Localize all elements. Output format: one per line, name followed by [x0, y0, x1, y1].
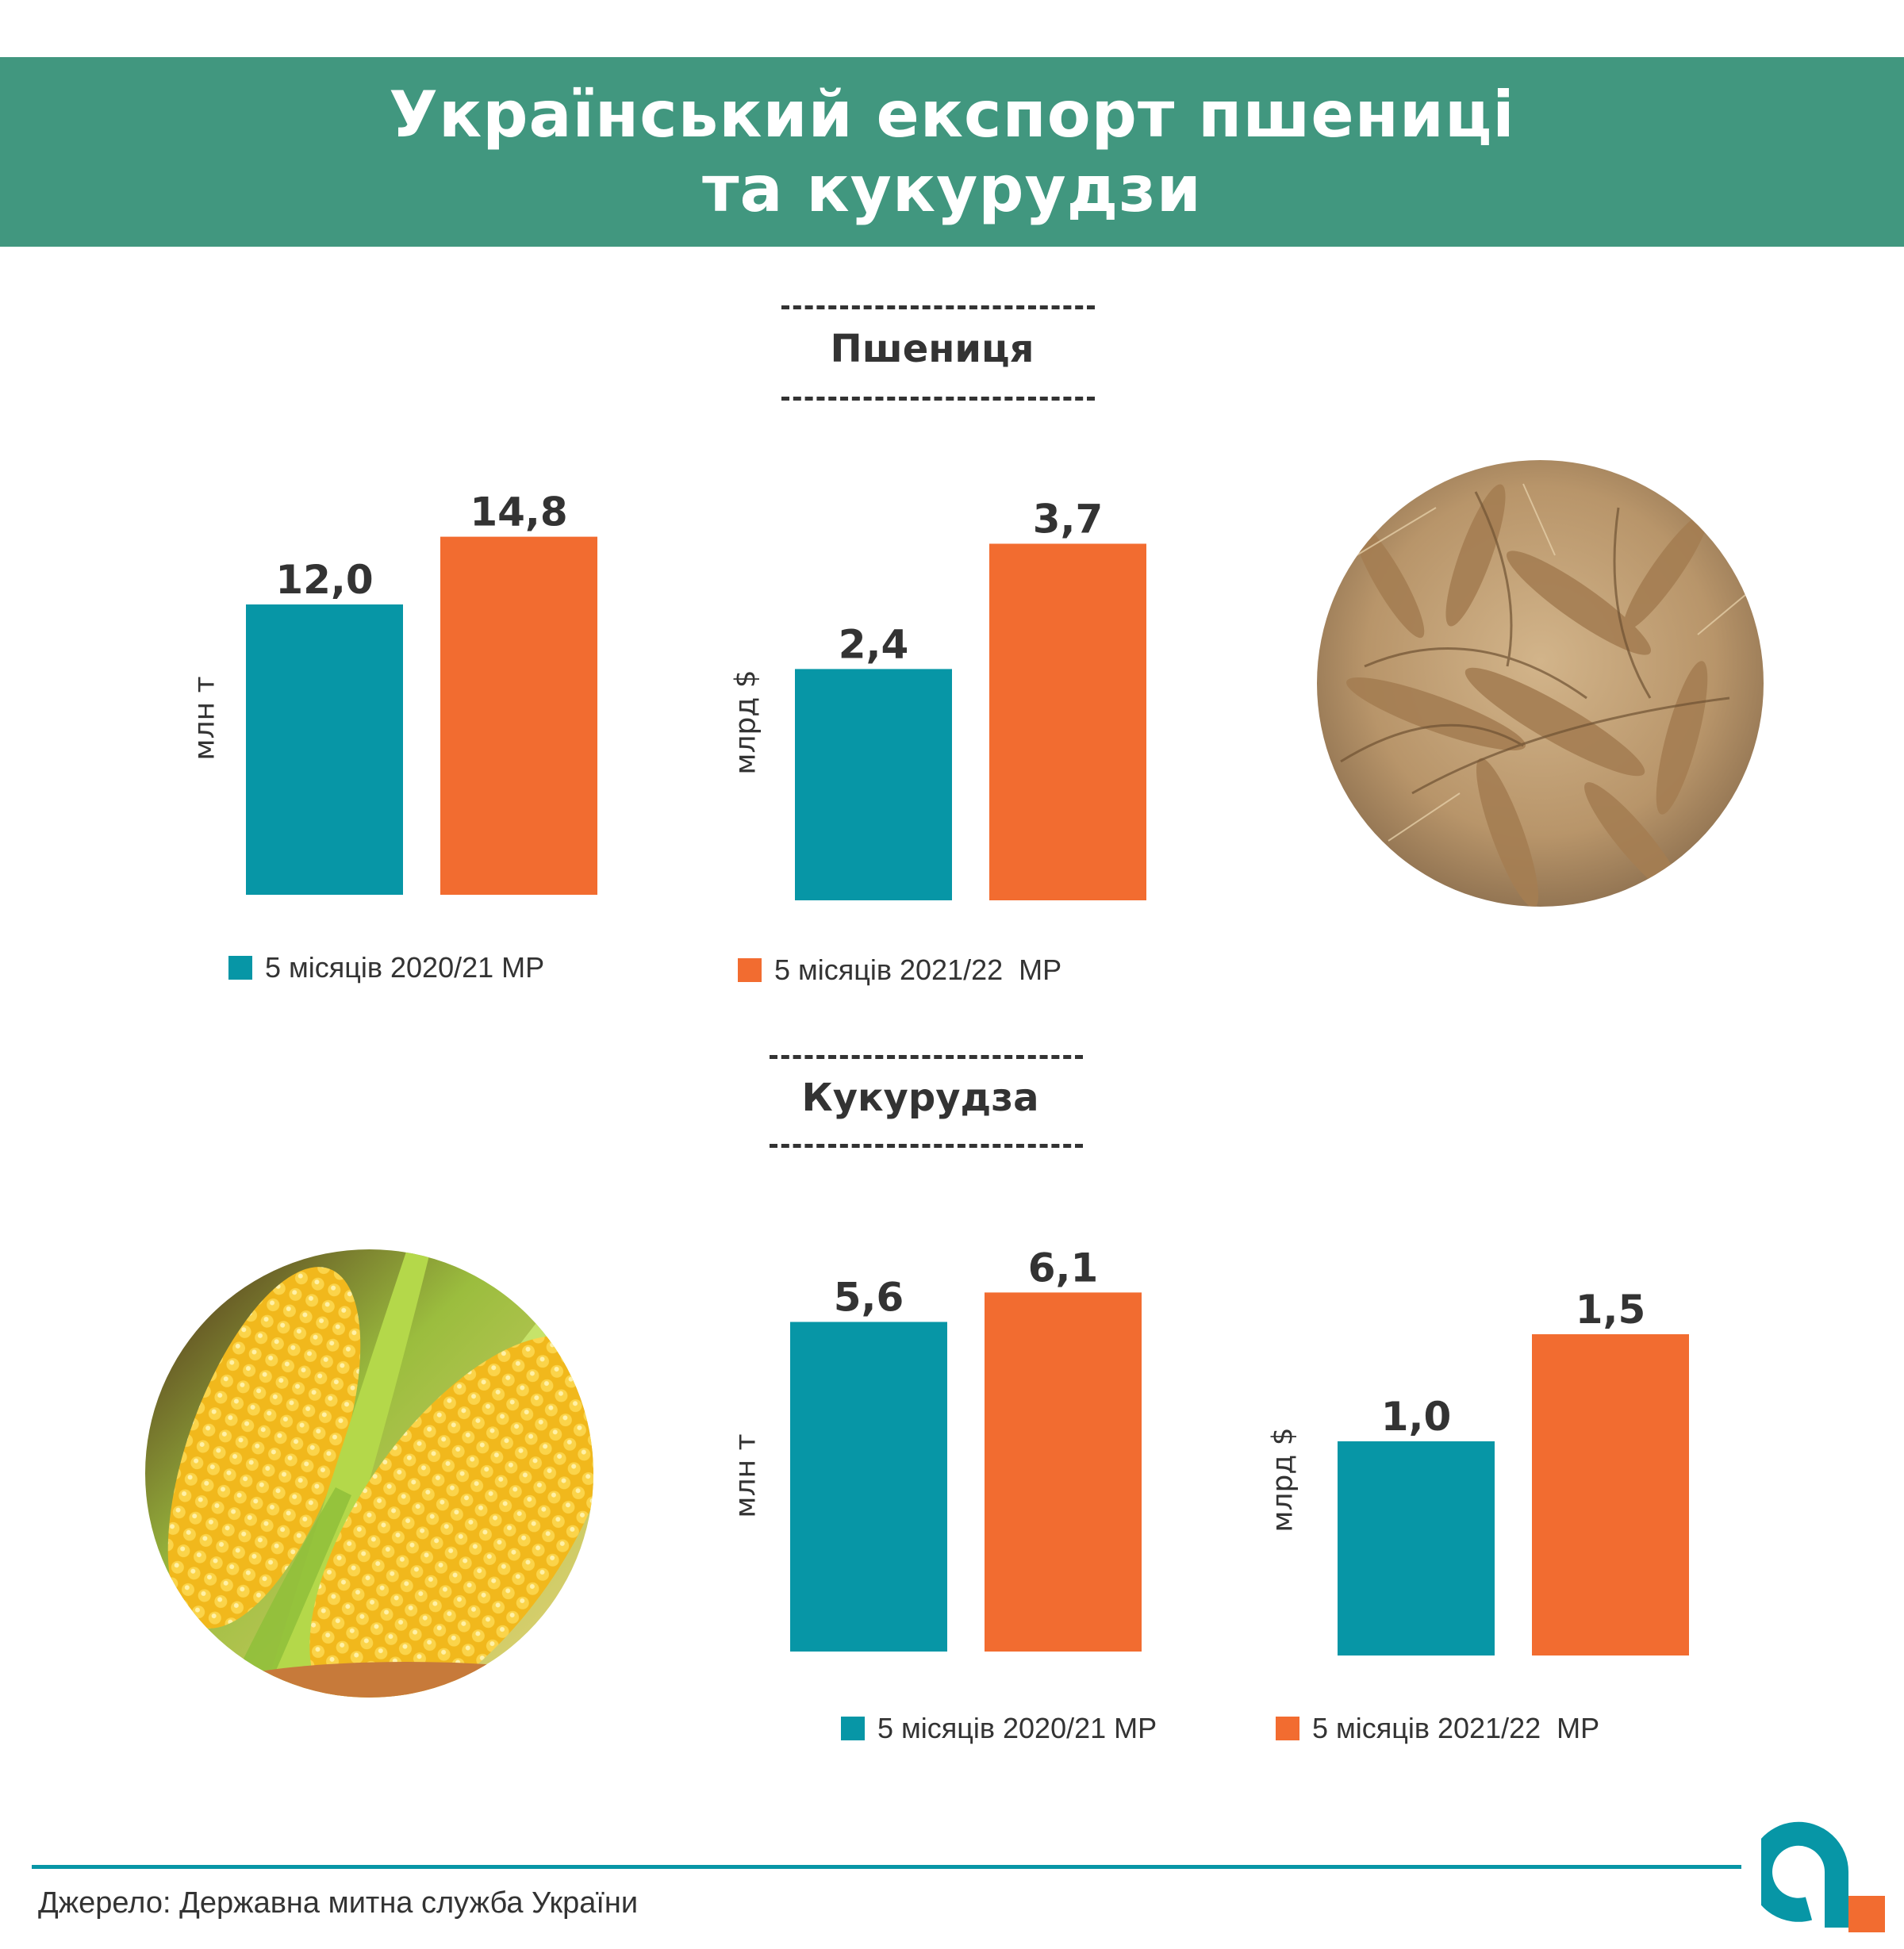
- corn-volume-value-label-1: 5,6: [834, 1274, 904, 1320]
- corn-legend-2021-label: 5 місяців 2021/22 МР: [1312, 1712, 1600, 1744]
- corn-legend-2020: 5 місяців 2020/21 МР: [841, 1712, 1157, 1745]
- title-line-1: Український експорт пшениці: [389, 77, 1515, 152]
- wheat-value-bars: 2,4 3,7: [795, 496, 1146, 900]
- corn-title-divider-bottom: [770, 1144, 1083, 1148]
- corn-value-bar-2: [1532, 1334, 1689, 1655]
- wheat-section-title: Пшениця: [830, 327, 1035, 371]
- wheat-legend-2021: 5 місяців 2021/22 МР: [738, 953, 1061, 987]
- corn-value-bars: 1,0 1,5: [1338, 1287, 1689, 1655]
- wheat-volume-chart: млн т 12,0 14,8: [189, 476, 635, 904]
- wheat-volume-value-label-1: 12,0: [275, 557, 373, 603]
- teal-swatch: [841, 1717, 865, 1740]
- wheat-value-bar-1: [795, 669, 952, 900]
- wheat-volume-bars: 12,0 14,8: [246, 489, 597, 895]
- corn-title-divider-top: [770, 1055, 1083, 1059]
- footer-divider: [32, 1865, 1741, 1869]
- corn-volume-bars: 5,6 6,1: [790, 1245, 1142, 1652]
- wheat-title-divider-top: [781, 305, 1095, 309]
- corn-value-value-label-2: 1,5: [1576, 1287, 1646, 1333]
- wheat-legend-2020: 5 місяців 2020/21 МР: [228, 951, 544, 984]
- wheat-legend-2020-label: 5 місяців 2020/21 МР: [265, 951, 545, 984]
- wheat-value-value-label-1: 2,4: [839, 621, 909, 667]
- wheat-volume-bar-1: [246, 604, 403, 895]
- corn-volume-bar-2: [985, 1292, 1142, 1652]
- orange-swatch: [1276, 1717, 1299, 1740]
- title-banner: Український експорт пшениці та кукурудзи: [0, 57, 1904, 247]
- corn-volume-chart: млн т 5,6 6,1: [730, 1230, 1162, 1658]
- wheat-volume-value-label-2: 14,8: [470, 489, 567, 535]
- wheat-title-divider-bottom: [781, 397, 1095, 401]
- title-line-2: та кукурудзи: [702, 152, 1202, 226]
- corn-volume-bar-1: [790, 1322, 947, 1652]
- wheat-value-chart: млрд $ 2,4 3,7: [730, 476, 1170, 904]
- corn-value-chart: млрд $ 1,0 1,5: [1267, 1230, 1710, 1658]
- corn-value-value-label-1: 1,0: [1381, 1394, 1452, 1440]
- teal-swatch: [228, 956, 252, 980]
- orange-swatch: [738, 958, 762, 982]
- corn-value-bar-1: [1338, 1441, 1495, 1655]
- source-note: Джерело: Державна митна служба України: [38, 1886, 639, 1920]
- wheat-legend-2021-label: 5 місяців 2021/22 МР: [774, 953, 1062, 986]
- wheat-value-bar-2: [989, 543, 1146, 900]
- wheat-value-value-label-2: 3,7: [1033, 496, 1104, 542]
- corn-volume-value-label-2: 6,1: [1028, 1245, 1099, 1291]
- corn-legend-2021: 5 місяців 2021/22 МР: [1276, 1712, 1599, 1745]
- corn-photo: [145, 1249, 593, 1698]
- brand-logo: [1749, 1809, 1888, 1936]
- corn-section-title: Кукурудза: [801, 1076, 1039, 1120]
- wheat-photo: [1317, 460, 1764, 907]
- corn-legend-2020-label: 5 місяців 2020/21 МР: [877, 1712, 1157, 1744]
- wheat-volume-bar-2: [440, 536, 597, 895]
